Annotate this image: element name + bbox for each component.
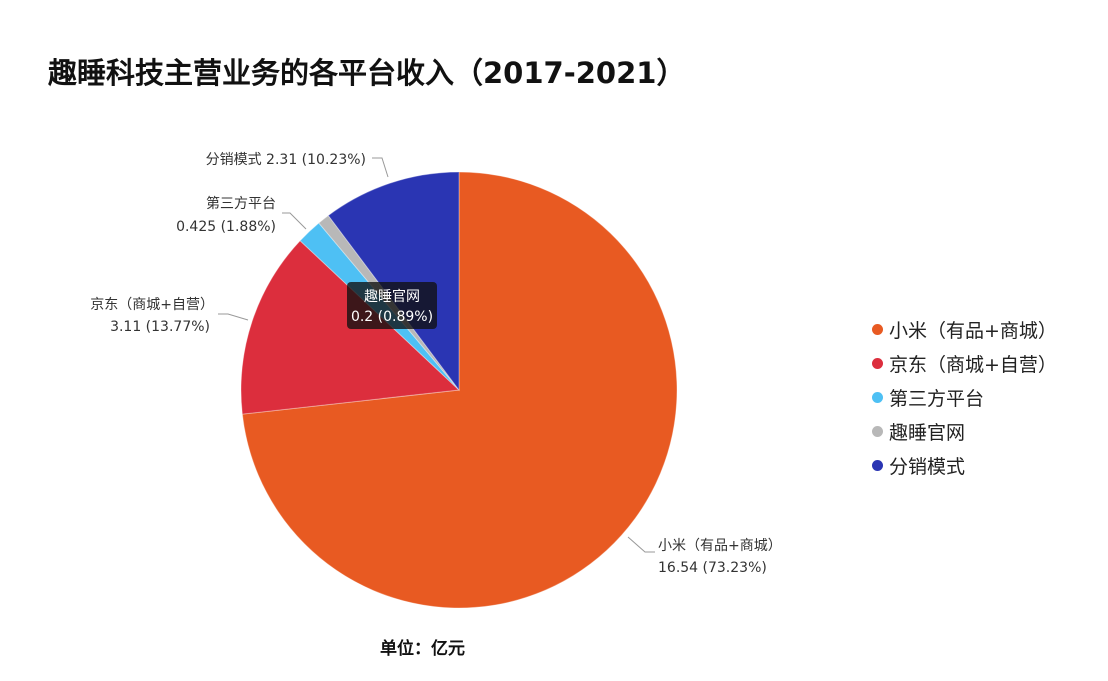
label-distrib: 分销模式 2.31 (10.23%) (206, 152, 366, 168)
leader-line-third (282, 212, 307, 230)
pie-slices (240, 171, 678, 609)
legend-marker-1 (872, 357, 883, 369)
legend-label-3: 趣睡官网 (889, 421, 966, 444)
pie-slice-0[interactable] (241, 171, 678, 609)
legend-marker-3 (872, 425, 883, 437)
legend-item-1[interactable]: 京东（商城+自营） (872, 346, 1057, 380)
legend-marker-2 (872, 391, 883, 403)
leader-line-distrib (372, 157, 389, 178)
legend-item-3[interactable]: 趣睡官网 (872, 414, 1057, 448)
legend-item-2[interactable]: 第三方平台 (872, 380, 1057, 414)
pie-slice-4[interactable] (327, 171, 460, 392)
legend: 小米（有品+商城） 京东（商城+自营） 第三方平台趣睡官网分销模式 (872, 312, 1057, 482)
legend-label-2: 第三方平台 (889, 387, 985, 410)
legend-marker-0 (872, 323, 883, 335)
leader-line-jd (218, 313, 249, 321)
legend-label-1: 京东（商城+自营） (889, 353, 1057, 376)
tooltip-value: 0.2 (0.89%) (351, 309, 433, 325)
legend-marker-4 (872, 459, 883, 471)
label-xiaomi-value: 16.54 (73.23%) (658, 560, 767, 576)
tooltip: 趣睡官网 0.2 (0.89%) (347, 282, 437, 329)
label-jd-value: 3.11 (13.77%) (110, 319, 210, 335)
legend-label-0: 小米（有品+商城） (889, 319, 1057, 342)
legend-label-4: 分销模式 (889, 455, 966, 478)
label-xiaomi-name: 小米（有品+商城） (658, 538, 782, 554)
chart-title: 趣睡科技主营业务的各平台收入（2017-2021） (48, 56, 686, 90)
label-third-value: 0.425 (1.88%) (176, 219, 276, 235)
tooltip-box (347, 282, 437, 329)
label-jd-name: 京东（商城+自营） (90, 297, 214, 313)
leader-line-xiaomi (627, 536, 655, 553)
label-third-name: 第三方平台 (206, 195, 276, 212)
unit-label: 单位：亿元 (380, 639, 465, 659)
legend-item-0[interactable]: 小米（有品+商城） (872, 312, 1057, 346)
legend-item-4[interactable]: 分销模式 (872, 448, 1057, 482)
tooltip-title: 趣睡官网 (364, 289, 420, 305)
